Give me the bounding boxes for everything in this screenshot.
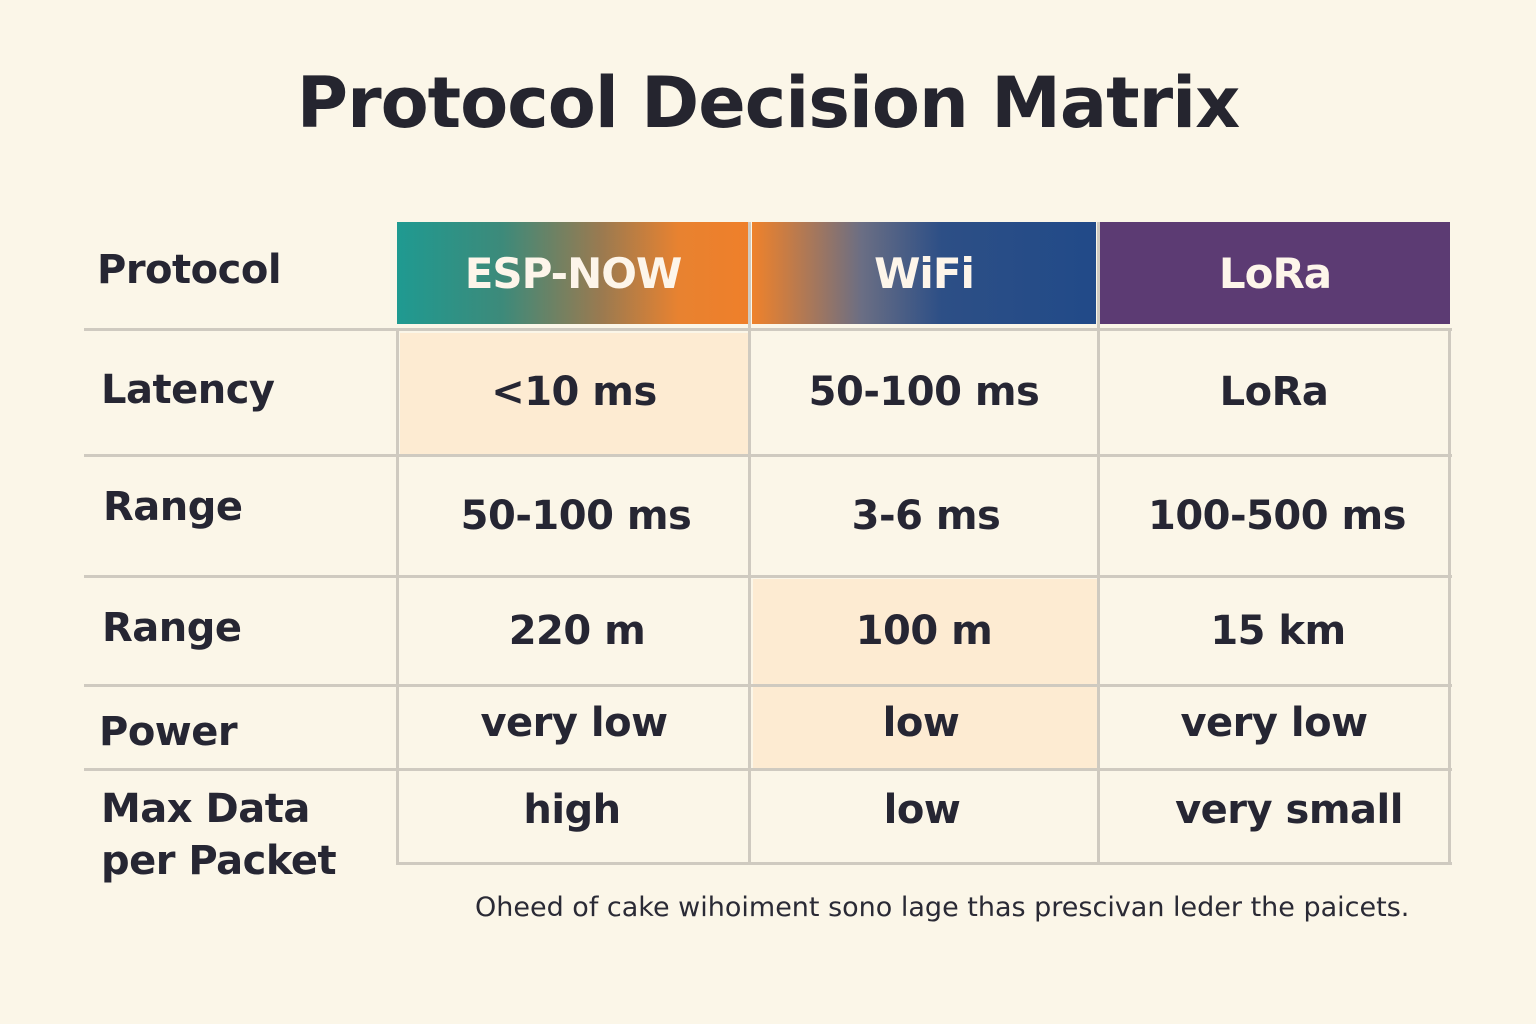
- cell-power-wifi: low: [882, 700, 960, 746]
- cell-range-lora: 100-500 ms: [1147, 493, 1407, 539]
- cell-range-espnow: 50-100 ms: [460, 493, 692, 539]
- cell-latency-espnow: <10 ms: [491, 369, 657, 415]
- cell-range2-wifi: 100 m: [855, 608, 993, 654]
- highlight-latency-espnow: [400, 333, 748, 455]
- grid-line: [1448, 328, 1451, 865]
- grid-line: [396, 328, 399, 865]
- cell-maxdata-lora: very small: [1175, 787, 1403, 833]
- footnote: Oheed of cake wihoiment sono lage thas p…: [475, 892, 1410, 923]
- grid-line: [84, 454, 1452, 457]
- cell-maxdata-wifi: low: [883, 787, 961, 833]
- row-label-power: Power: [99, 709, 238, 755]
- page-title: Protocol Decision Matrix: [296, 62, 1240, 144]
- cell-latency-lora: LoRa: [1219, 369, 1329, 415]
- row-label-latency: Latency: [101, 367, 275, 413]
- grid-line: [397, 862, 1452, 865]
- row-label-max-data: Max Data per Packet: [101, 786, 337, 884]
- column-header-lora: LoRa: [1100, 222, 1450, 324]
- highlight-range-wifi: [753, 579, 1097, 684]
- cell-range-wifi: 3-6 ms: [851, 493, 1001, 539]
- row-label-range: Range: [103, 484, 243, 530]
- column-header-wifi: WiFi: [752, 222, 1096, 324]
- row-label-range-2: Range: [102, 605, 242, 651]
- grid-line: [84, 768, 1452, 771]
- cell-power-lora: very low: [1180, 700, 1368, 746]
- cell-range2-lora: 15 km: [1210, 608, 1346, 654]
- grid-line: [84, 684, 1452, 687]
- corner-label: Protocol: [97, 247, 282, 293]
- cell-maxdata-espnow: high: [523, 787, 621, 833]
- highlight-power-wifi: [753, 687, 1097, 768]
- grid-line: [748, 222, 751, 865]
- grid-line: [84, 328, 1452, 331]
- grid-line: [84, 575, 1452, 578]
- cell-range2-espnow: 220 m: [508, 608, 646, 654]
- grid-line: [1097, 222, 1100, 865]
- cell-power-espnow: very low: [480, 700, 668, 746]
- cell-latency-wifi: 50-100 ms: [808, 369, 1040, 415]
- column-header-esp-now: ESP-NOW: [397, 222, 749, 324]
